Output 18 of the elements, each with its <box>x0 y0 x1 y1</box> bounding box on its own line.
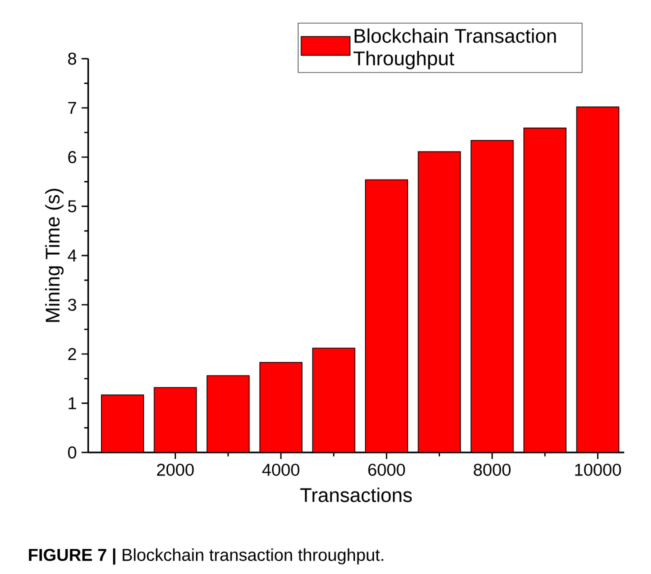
legend-label: Blockchain Transaction Throughput <box>354 28 556 70</box>
y-tick-label: 4 <box>68 250 76 262</box>
x-tick-label: 8000 <box>474 464 511 476</box>
y-tick-label: 2 <box>68 348 76 360</box>
x-tick-label: 4000 <box>262 464 300 476</box>
y-tick-label: 7 <box>68 102 76 114</box>
x-tick-label: 6000 <box>368 464 405 476</box>
x-axis-title: Transactions <box>300 488 412 502</box>
y-tick-label: 6 <box>68 151 76 164</box>
text: FIGURE 7 | Blockchain transaction throughput. <box>28 548 384 565</box>
y-tick-label: 0 <box>68 446 76 459</box>
y-tick-label: 8 <box>68 52 76 65</box>
x-tick-label: 10000 <box>575 464 621 476</box>
y-tick-label: 1 <box>68 397 76 410</box>
x-tick-label: 2000 <box>157 464 194 476</box>
y-tick-label: 5 <box>68 200 76 212</box>
y-tick-label: 3 <box>68 298 76 311</box>
y-axis-title: Mining Time (s) <box>45 189 64 322</box>
